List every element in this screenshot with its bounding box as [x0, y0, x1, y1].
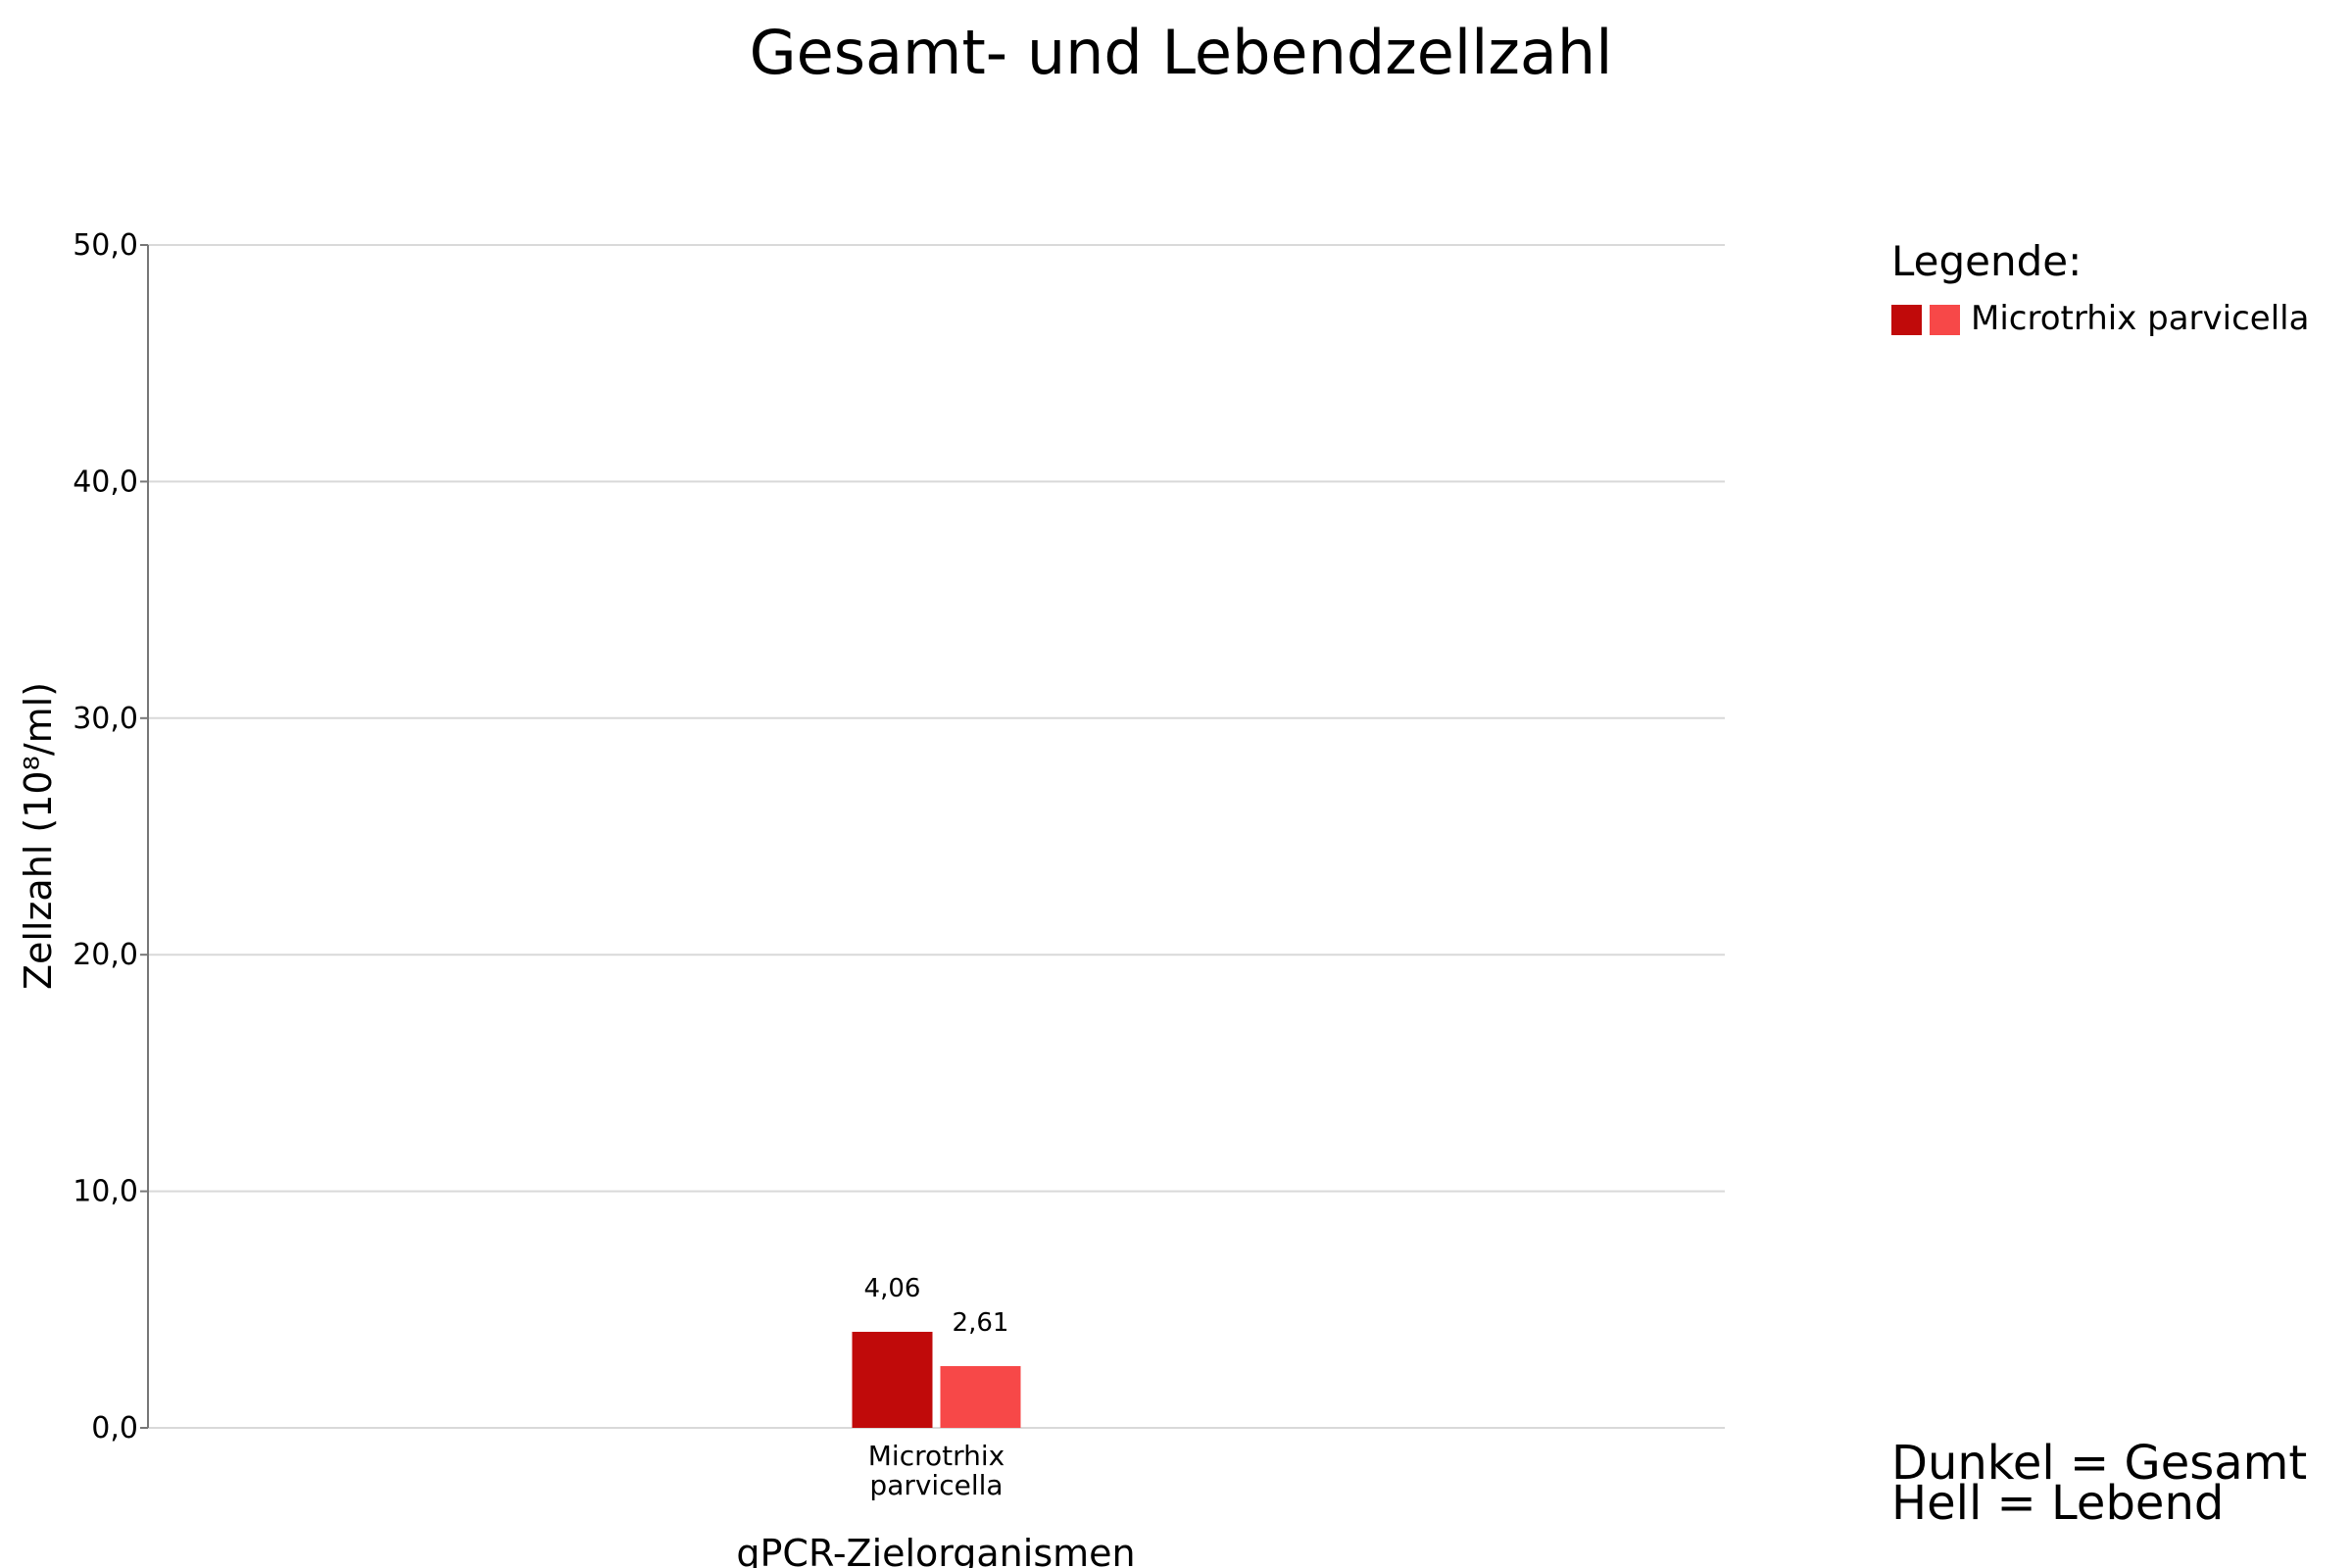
- bar-gesamt: [852, 1331, 933, 1428]
- legend-swatch-dark: [1891, 305, 1922, 335]
- y-tick-labels: 0,0 10,0 20,0 30,0 40,0 50,0: [73, 228, 138, 1446]
- data-label: 2,61: [953, 1308, 1009, 1338]
- note-dark: Dunkel = Gesamt: [1891, 1436, 2307, 1491]
- category-label: parvicella: [869, 1469, 1003, 1501]
- y-tick-label: 40,0: [73, 465, 138, 499]
- bar-group: 4,06 2,61: [852, 1274, 1021, 1428]
- y-tick-label: 0,0: [91, 1411, 138, 1446]
- color-note: Dunkel = Gesamt Hell = Lebend: [1891, 1436, 2307, 1531]
- gridlines: [140, 244, 1725, 1429]
- y-tick-label: 10,0: [73, 1175, 138, 1209]
- chart-title: Gesamt- und Lebendzellzahl: [750, 17, 1613, 88]
- bar-lebend: [940, 1365, 1021, 1428]
- category-label: Microtrhix: [868, 1440, 1004, 1472]
- legend: Legende: Microtrhix parvicella: [1891, 237, 2309, 338]
- y-axis-title: Zellzahl (10⁸/ml): [17, 682, 60, 990]
- legend-items: Microtrhix parvicella: [1891, 299, 2309, 338]
- y-tick-label: 30,0: [73, 702, 138, 736]
- legend-item-label: Microtrhix parvicella: [1971, 299, 2309, 338]
- legend-swatch-light: [1930, 305, 1960, 335]
- y-tick-label: 50,0: [73, 228, 138, 263]
- x-axis-title: qPCR-Zielorganismen: [736, 1532, 1135, 1568]
- note-light: Hell = Lebend: [1891, 1476, 2224, 1531]
- data-label: 4,06: [864, 1274, 921, 1303]
- y-tick-label: 20,0: [73, 938, 138, 972]
- legend-title: Legende:: [1891, 237, 2082, 285]
